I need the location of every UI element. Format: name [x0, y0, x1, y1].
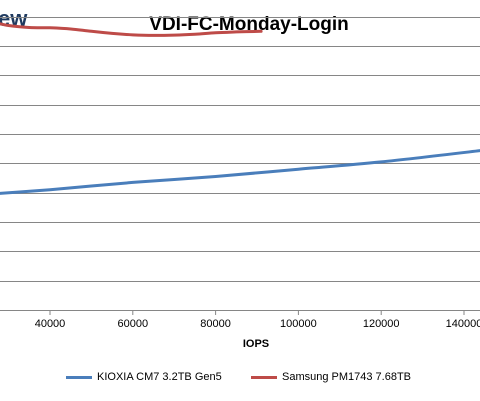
legend-item-kioxia: KIOXIA CM7 3.2TB Gen5 [66, 371, 222, 383]
chart-title-text: VDI-FC-Monday-Login [149, 14, 349, 35]
series-lines [0, 22, 480, 195]
legend-item-samsung: Samsung PM1743 7.68TB [251, 371, 411, 383]
x-tick-label-4: 120000 [363, 318, 400, 330]
legend-swatch-kioxia [66, 375, 92, 379]
x-tick-label-2: 80000 [200, 318, 231, 330]
gridlines [0, 17, 480, 311]
legend-label-kioxia: KIOXIA CM7 3.2TB Gen5 [97, 371, 222, 383]
x-axis-ticks: 40000 60000 80000 100000 120000 140000 [35, 310, 480, 330]
legend-label-samsung: Samsung PM1743 7.68TB [282, 371, 412, 383]
legend-swatch-samsung [251, 375, 277, 379]
series-line-0 [0, 149, 480, 195]
series-line-1 [0, 22, 263, 37]
x-axis-label: IOPS [243, 338, 269, 350]
x-tick-label-3: 100000 [280, 318, 317, 330]
x-tick-label-0: 40000 [35, 318, 66, 330]
x-tick-label-5: 140000 [446, 318, 480, 330]
chart-title: VDI-FC-Monday-Login [0, 14, 480, 36]
legend: KIOXIA CM7 3.2TB Gen5 Samsung PM1743 7.6… [0, 371, 480, 389]
x-tick-label-1: 60000 [118, 318, 149, 330]
